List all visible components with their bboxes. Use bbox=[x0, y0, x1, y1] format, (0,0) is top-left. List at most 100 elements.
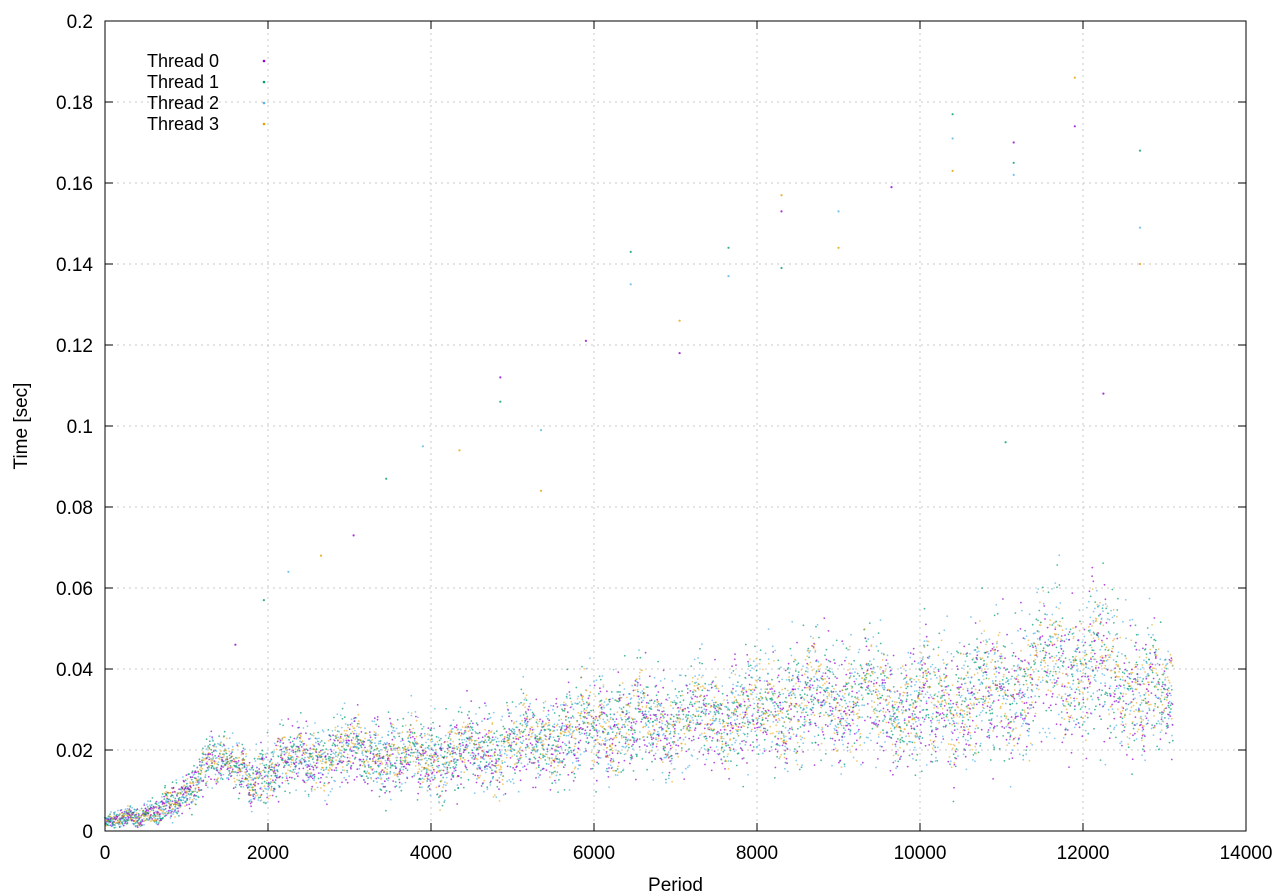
data-point bbox=[324, 751, 327, 754]
data-point bbox=[378, 757, 380, 760]
data-point bbox=[230, 766, 233, 769]
data-point bbox=[665, 698, 668, 701]
data-point bbox=[429, 739, 432, 741]
data-point bbox=[296, 755, 298, 758]
data-point bbox=[359, 739, 362, 742]
data-point bbox=[657, 702, 660, 705]
data-point bbox=[697, 687, 699, 689]
data-point bbox=[446, 747, 449, 750]
data-point bbox=[692, 693, 695, 696]
data-point bbox=[566, 711, 569, 714]
data-point bbox=[721, 712, 724, 715]
data-point bbox=[257, 799, 260, 801]
data-point bbox=[672, 723, 675, 726]
data-point bbox=[483, 741, 486, 744]
data-point bbox=[747, 660, 749, 663]
data-point bbox=[746, 713, 748, 716]
data-point bbox=[348, 728, 351, 731]
data-point bbox=[522, 750, 525, 752]
data-point bbox=[568, 751, 570, 753]
data-point bbox=[735, 699, 738, 702]
data-point bbox=[624, 721, 627, 723]
data-point bbox=[522, 692, 525, 695]
data-point bbox=[506, 754, 508, 756]
data-point bbox=[366, 770, 369, 773]
data-point bbox=[664, 735, 667, 737]
data-point bbox=[213, 778, 216, 781]
data-point bbox=[513, 730, 516, 733]
data-point bbox=[427, 764, 430, 767]
data-point bbox=[644, 722, 647, 725]
data-point bbox=[133, 811, 136, 813]
data-point bbox=[455, 761, 457, 763]
data-point bbox=[528, 747, 530, 749]
data-point bbox=[688, 724, 691, 726]
data-point bbox=[552, 708, 554, 711]
data-point bbox=[679, 701, 682, 703]
data-point bbox=[163, 808, 166, 811]
data-point bbox=[325, 748, 328, 750]
data-point bbox=[406, 769, 409, 772]
data-point bbox=[411, 775, 414, 778]
data-point bbox=[551, 771, 553, 774]
data-point bbox=[629, 762, 631, 765]
data-point bbox=[390, 725, 393, 728]
data-point bbox=[631, 748, 634, 750]
data-point bbox=[398, 735, 401, 738]
data-point bbox=[135, 815, 138, 818]
data-point bbox=[564, 749, 567, 751]
data-point bbox=[457, 746, 460, 749]
data-point bbox=[287, 782, 290, 785]
data-point bbox=[107, 824, 109, 827]
data-point bbox=[713, 750, 716, 753]
data-point bbox=[690, 721, 692, 724]
data-point bbox=[439, 794, 442, 797]
data-point bbox=[540, 757, 542, 760]
data-point bbox=[600, 706, 603, 709]
data-point bbox=[423, 752, 426, 755]
data-point bbox=[721, 740, 724, 743]
data-point bbox=[136, 824, 139, 827]
data-point bbox=[294, 750, 297, 753]
data-point bbox=[607, 763, 610, 765]
data-point bbox=[195, 803, 197, 806]
data-point bbox=[735, 764, 738, 767]
data-point bbox=[393, 730, 396, 733]
data-point bbox=[371, 720, 374, 723]
data-point bbox=[349, 761, 352, 763]
data-point bbox=[506, 734, 509, 737]
data-point bbox=[369, 734, 371, 737]
data-point bbox=[334, 726, 337, 729]
data-point bbox=[413, 731, 416, 734]
data-point bbox=[684, 674, 687, 677]
data-point bbox=[592, 717, 595, 720]
data-point bbox=[240, 785, 243, 788]
data-point bbox=[419, 782, 422, 785]
data-point bbox=[645, 724, 648, 726]
data-point bbox=[715, 701, 718, 704]
data-point bbox=[580, 710, 583, 713]
data-point bbox=[506, 780, 508, 783]
data-point bbox=[698, 751, 701, 753]
data-point bbox=[373, 717, 376, 720]
data-point bbox=[320, 755, 323, 758]
data-point bbox=[556, 749, 558, 752]
data-point bbox=[178, 796, 181, 799]
data-point bbox=[297, 771, 300, 774]
data-point bbox=[645, 715, 648, 718]
data-point bbox=[568, 742, 571, 744]
data-point bbox=[609, 726, 612, 729]
data-point bbox=[386, 768, 389, 771]
data-point bbox=[199, 760, 201, 763]
data-point bbox=[547, 744, 550, 747]
data-point bbox=[170, 814, 173, 817]
data-point bbox=[488, 737, 491, 740]
data-point bbox=[305, 732, 307, 735]
data-point bbox=[578, 741, 580, 744]
data-point bbox=[153, 806, 156, 809]
data-point bbox=[616, 700, 618, 702]
data-point bbox=[703, 727, 706, 730]
data-point bbox=[416, 772, 419, 775]
data-point bbox=[686, 726, 688, 728]
data-point bbox=[571, 726, 574, 728]
